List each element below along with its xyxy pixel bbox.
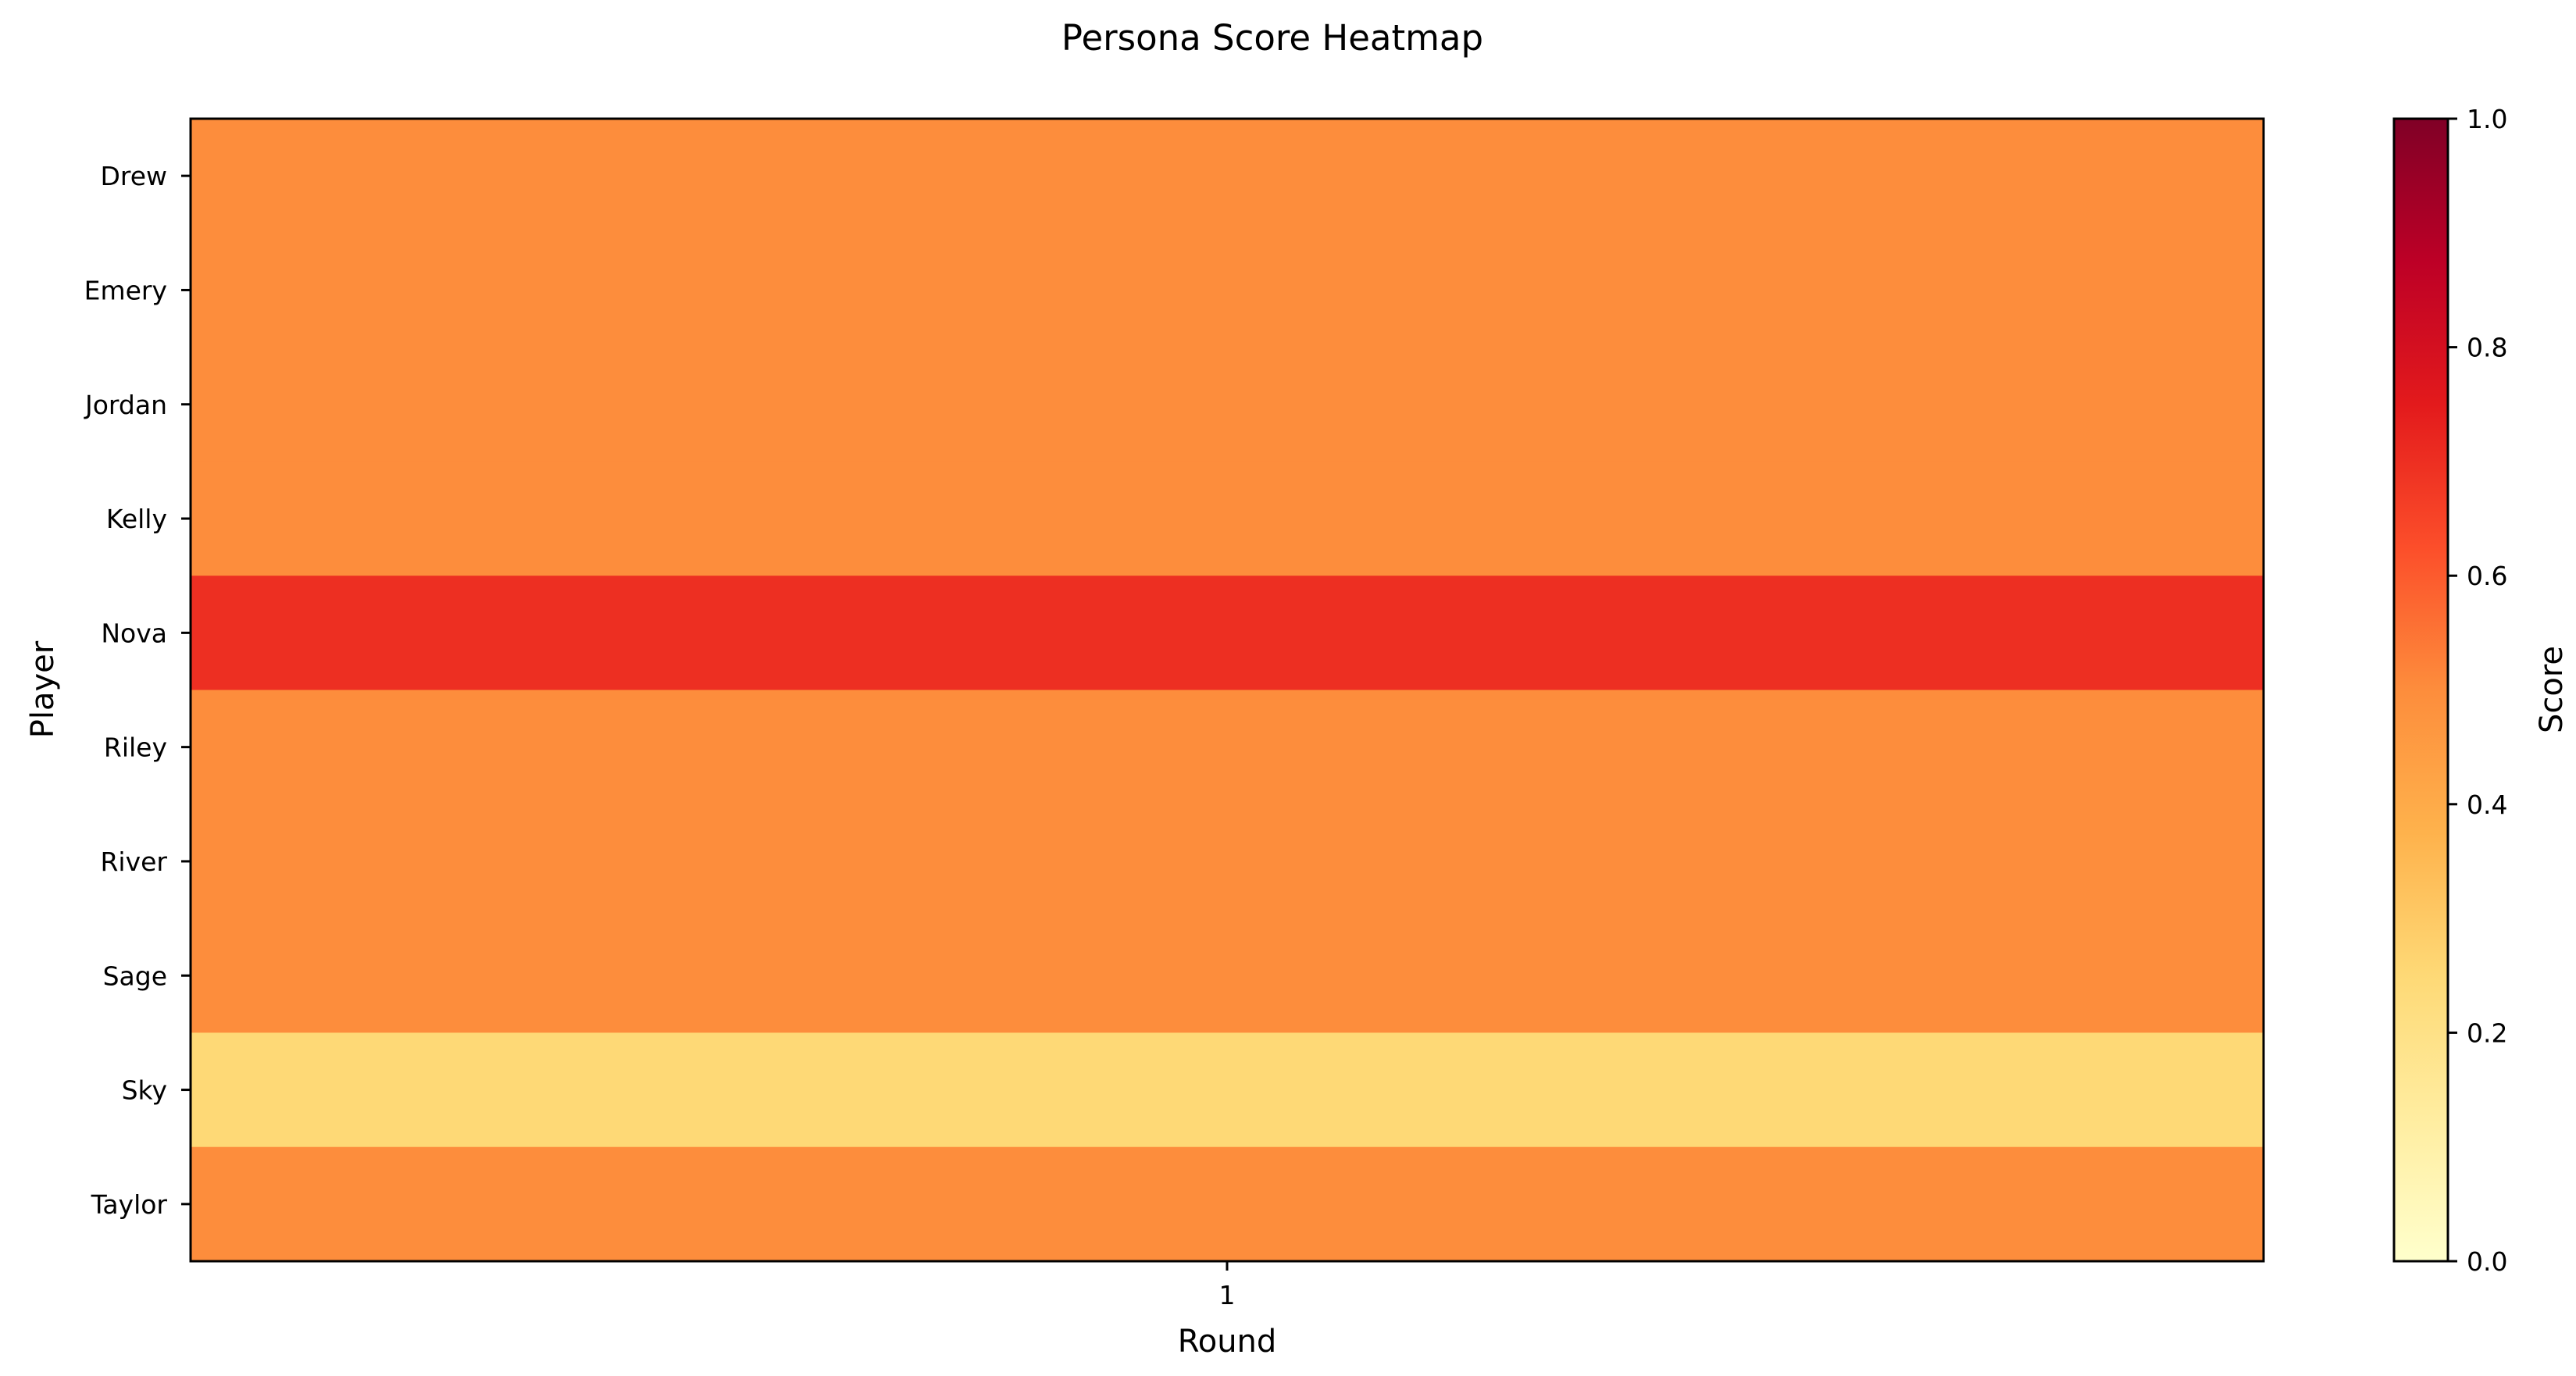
y-tick-label: Nova: [101, 618, 167, 648]
heatmap-cell: [191, 233, 2264, 348]
heatmap-cell: [191, 1032, 2264, 1148]
heatmap-cell: [191, 347, 2264, 462]
heatmap-cell: [191, 119, 2264, 233]
colorbar-label: Score: [2534, 646, 2570, 733]
colorbar-tick-label: 0.6: [2467, 561, 2507, 591]
y-axis: Drew Emery Jordan Kelly Nova Riley River Sage Sk…: [84, 161, 191, 1220]
y-tick-label: Jordan: [84, 390, 167, 420]
colorbar-tick-label: 0.4: [2467, 790, 2507, 820]
heatmap-cell: [191, 461, 2264, 576]
colorbar-tick-label: 1.0: [2467, 104, 2507, 134]
y-tick-label: River: [101, 847, 168, 877]
y-tick-label: Riley: [104, 733, 167, 763]
y-tick-label: Taylor: [91, 1189, 168, 1220]
colorbar-ticks: 0.0 0.2 0.4 0.6 0.8 1.0: [2448, 104, 2507, 1277]
y-tick-label: Kelly: [106, 504, 167, 534]
colorbar-tick-label: 0.8: [2467, 333, 2507, 363]
heatmap-cells: [191, 119, 2264, 1262]
colorbar: 0.0 0.2 0.4 0.6 0.8 1.0 Score: [2392, 104, 2570, 1277]
colorbar-gradient: [2392, 117, 2449, 1263]
colorbar-tick-label: 0.0: [2467, 1246, 2507, 1277]
y-axis-label: Player: [25, 640, 61, 738]
y-tick-label: Emery: [84, 275, 167, 305]
heatmap-cell: [191, 918, 2264, 1033]
heatmap-cell: [191, 576, 2264, 690]
y-tick-label: Sage: [103, 961, 167, 991]
x-tick-label: 1: [1219, 1280, 1236, 1310]
heatmap-cell: [191, 1146, 2264, 1262]
x-axis-label: Round: [1178, 1324, 1277, 1360]
y-tick-label: Sky: [122, 1075, 167, 1106]
x-axis: 1: [1219, 1261, 1236, 1310]
heatmap-cell: [191, 690, 2264, 805]
y-tick-label: Drew: [100, 161, 167, 191]
chart-title: Persona Score Heatmap: [1061, 17, 1483, 59]
colorbar-tick-label: 0.2: [2467, 1018, 2507, 1048]
heatmap-cell: [191, 804, 2264, 919]
